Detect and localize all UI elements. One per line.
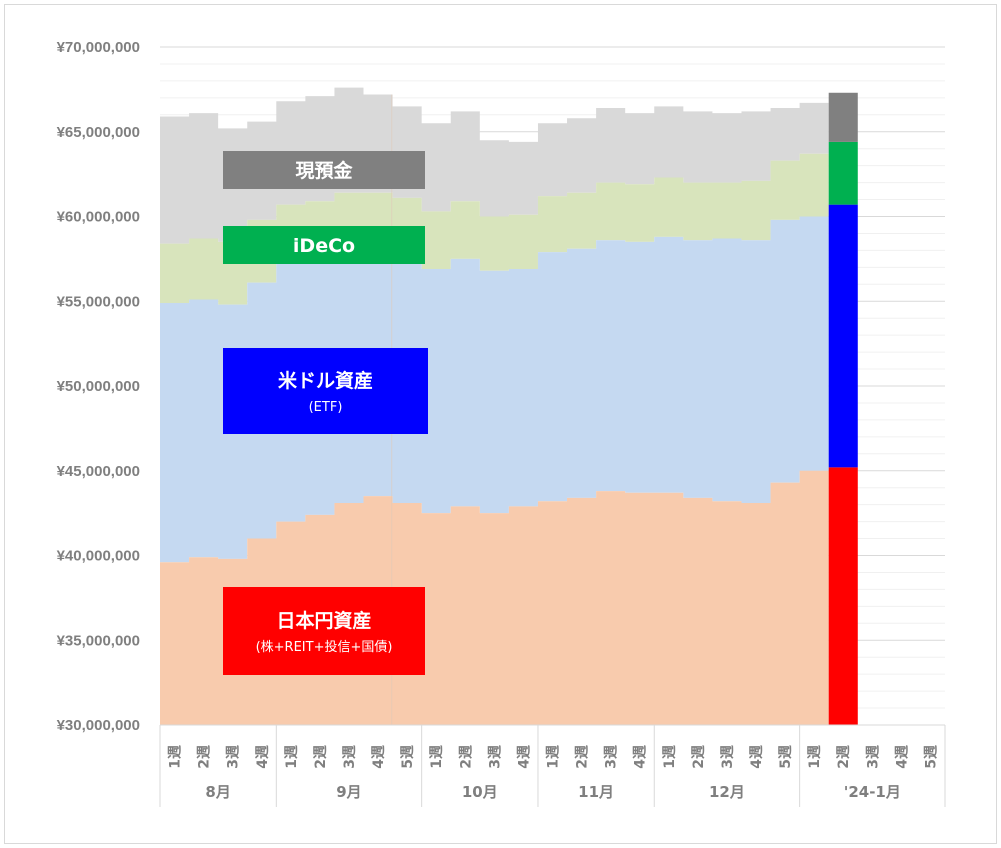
bar-usd: [828, 204, 858, 468]
bar-jpy: [828, 467, 858, 725]
month-label: 10月: [462, 783, 498, 801]
bar-cash: [828, 92, 858, 142]
week-label: 3週: [604, 745, 620, 769]
area-usd: [160, 216, 829, 563]
label-ideco-title: iDeCo: [293, 235, 355, 257]
week-label: 4週: [749, 745, 765, 769]
week-label: 1週: [429, 745, 445, 769]
y-tick-label: ¥60,000,000: [57, 209, 140, 226]
axis-layer: ¥70,000,000 ¥65,000,000 ¥60,000,000 ¥55,000…: [57, 39, 946, 807]
week-label: 4週: [255, 745, 271, 769]
week-label: 2週: [458, 745, 474, 769]
month-label: 12月: [709, 783, 745, 801]
week-label: 4週: [371, 745, 387, 769]
week-label: 4週: [516, 745, 532, 769]
y-tick-label: ¥70,000,000: [57, 39, 140, 56]
month-label: 11月: [578, 783, 614, 801]
week-label: 1週: [284, 745, 300, 769]
week-label: 2週: [691, 745, 707, 769]
label-cash-title: 現預金: [295, 159, 353, 182]
week-label: 3週: [487, 745, 503, 769]
week-label: 1週: [662, 745, 678, 769]
y-tick-label: ¥50,000,000: [57, 378, 140, 395]
week-label: 5週: [778, 745, 794, 769]
label-jpy-subtitle: (株+REIT+投信+国債): [256, 639, 393, 655]
week-label: 5週: [400, 745, 416, 769]
bar-ideco: [828, 141, 858, 205]
month-label: '24-1月: [844, 783, 901, 801]
week-label: 1週: [807, 745, 823, 769]
label-usd-box: [223, 348, 428, 434]
y-tick-label: ¥55,000,000: [57, 293, 140, 310]
y-tick-label: ¥65,000,000: [57, 124, 140, 141]
week-label: 1週: [546, 745, 562, 769]
week-label: 4週: [894, 745, 910, 769]
label-usd-title: 米ドル資産: [278, 369, 373, 392]
week-label: 4週: [633, 745, 649, 769]
month-label: 9月: [336, 783, 361, 801]
legend-labels: 現預金 iDeCo 米ドル資産 (ETF) 日本円資産 (株+REIT+投信+国債): [223, 151, 428, 675]
y-tick-label: ¥40,000,000: [57, 548, 140, 565]
week-label: 3週: [720, 745, 736, 769]
area-cash: [160, 87, 829, 244]
y-tick-label: ¥35,000,000: [57, 632, 140, 649]
area-layer: [160, 87, 829, 725]
label-usd-subtitle: (ETF): [309, 400, 343, 415]
label-ideco-box: [223, 226, 425, 264]
week-label: 3週: [226, 745, 242, 769]
week-label: 3週: [342, 745, 358, 769]
y-tick-label: ¥30,000,000: [57, 717, 140, 734]
week-label: 2週: [197, 745, 213, 769]
current-week-bar: [828, 92, 858, 725]
chart-frame: ¥70,000,000 ¥65,000,000 ¥60,000,000 ¥55,000…: [4, 4, 997, 844]
week-label: 3週: [865, 745, 881, 769]
week-label: 5週: [923, 745, 939, 769]
week-label: 2週: [575, 745, 591, 769]
stacked-area-chart: ¥70,000,000 ¥65,000,000 ¥60,000,000 ¥55,000…: [57, 39, 946, 807]
y-tick-label: ¥45,000,000: [57, 463, 140, 480]
label-jpy-box: [223, 587, 425, 675]
week-label: 2週: [836, 745, 852, 769]
month-label: 8月: [205, 783, 230, 801]
area-ideco: [160, 153, 829, 305]
week-label: 2週: [313, 745, 329, 769]
label-cash-box: [223, 151, 425, 189]
week-label: 1週: [168, 745, 184, 769]
label-jpy-title: 日本円資産: [276, 609, 371, 632]
